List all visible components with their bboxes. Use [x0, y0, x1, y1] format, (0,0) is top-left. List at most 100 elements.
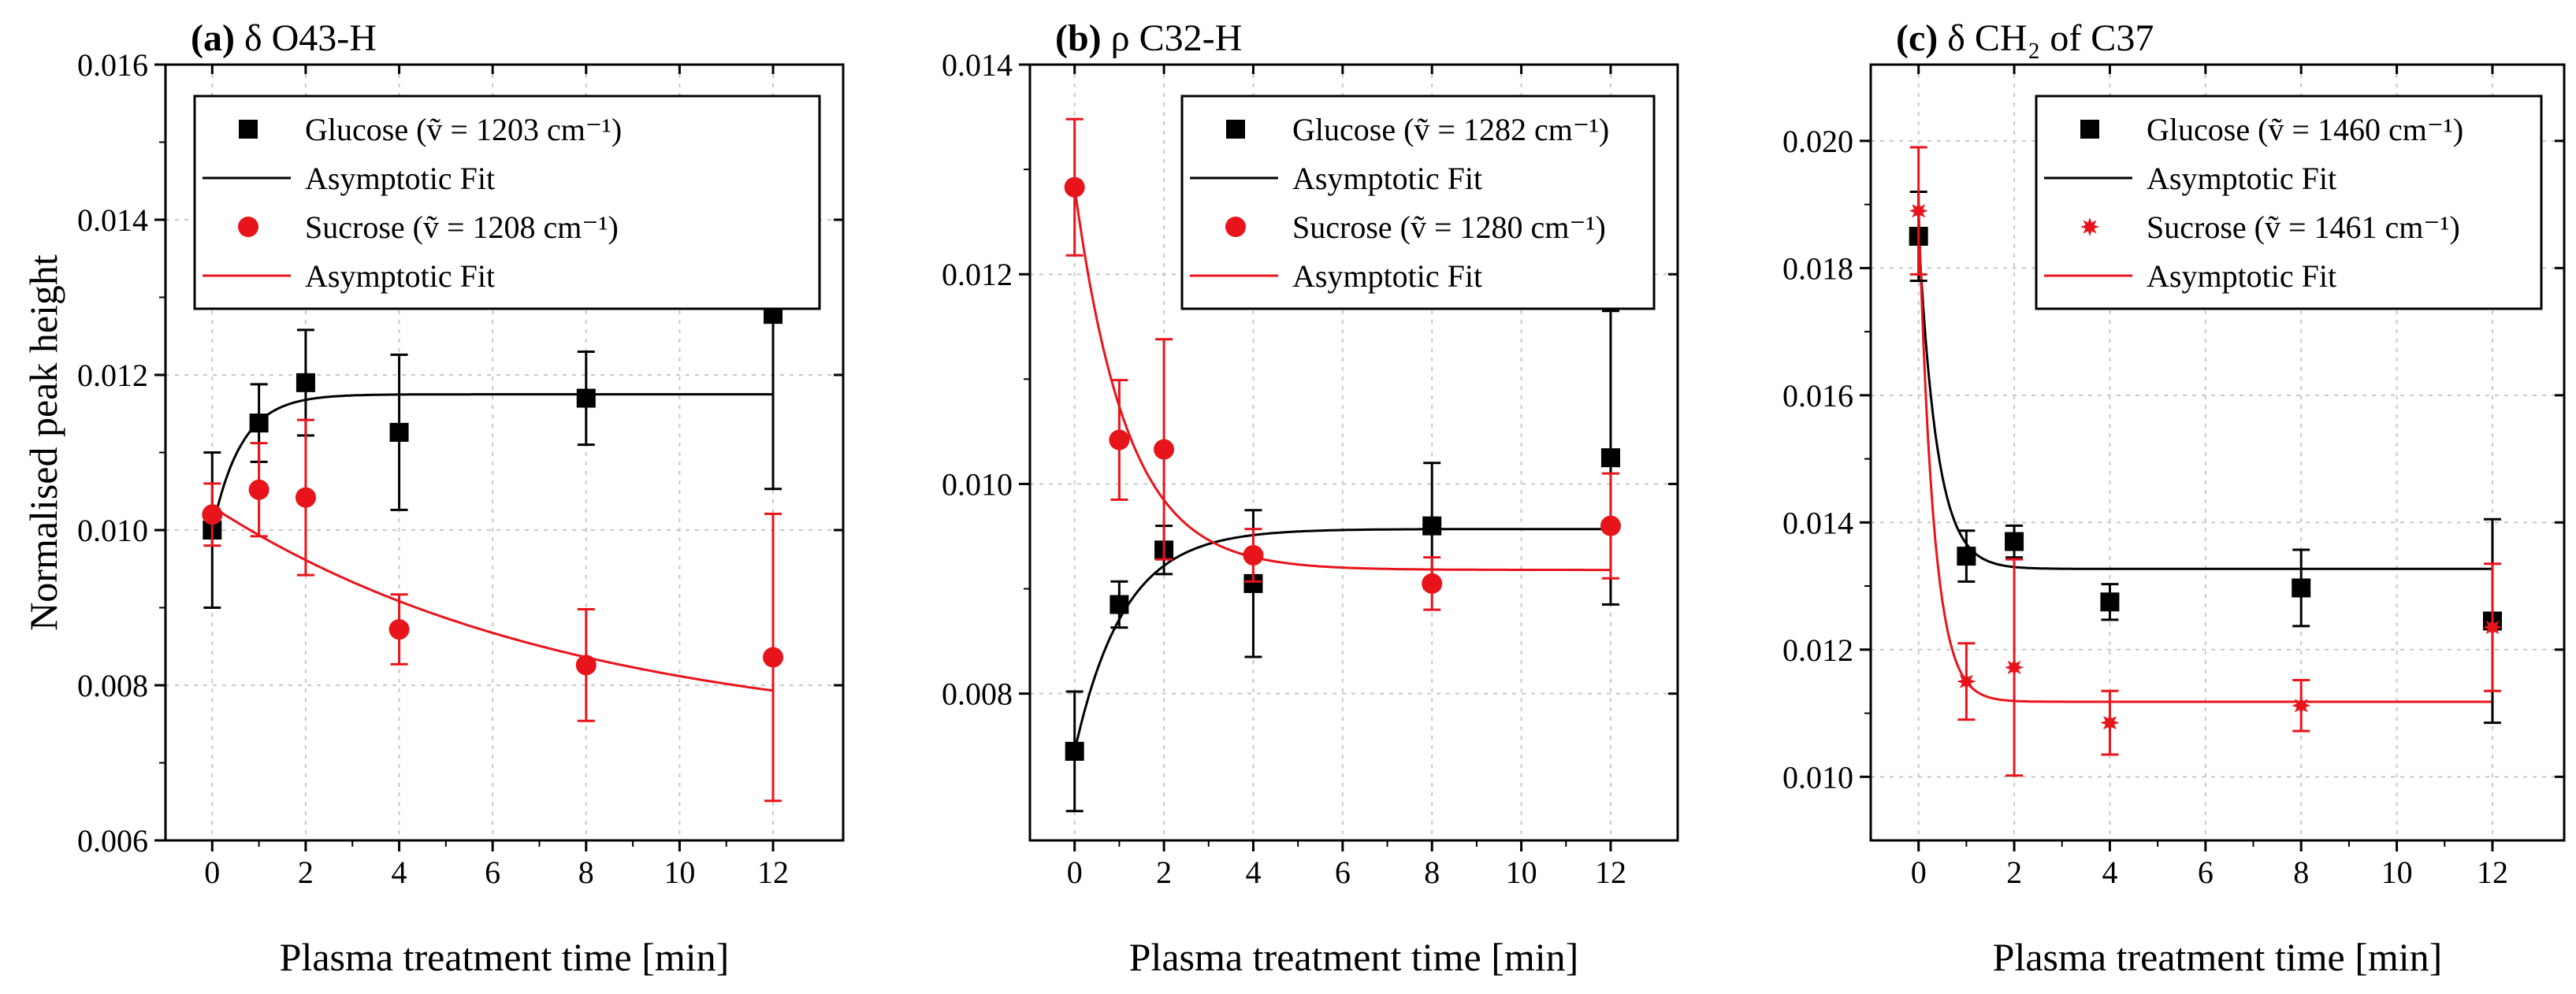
x-axis-title: Plasma treatment time [min]: [1993, 935, 2443, 979]
data-point: [2005, 532, 2024, 551]
legend-marker: [239, 120, 258, 139]
x-tick-label: 2: [2006, 855, 2022, 890]
legend-label: Glucose (ṽ = 1203 cm⁻¹): [305, 112, 622, 147]
x-tick-label: 12: [1595, 855, 1626, 890]
panel-letter: (c): [1896, 17, 1938, 59]
data-point: [575, 655, 597, 676]
legend-marker: [238, 217, 258, 237]
x-tick-label: 4: [1245, 855, 1261, 890]
data-point: [388, 619, 410, 640]
legend-label: Asymptotic Fit: [305, 258, 495, 294]
data-point: [1065, 741, 1084, 761]
legend-label: Asymptotic Fit: [305, 161, 495, 196]
panel-letter: (b): [1055, 17, 1102, 59]
data-point: [1957, 547, 1976, 566]
data-point: [1600, 448, 1620, 468]
data-point: [763, 647, 784, 668]
y-tick-label: 0.008: [942, 677, 1013, 712]
panel-title-space: [1938, 17, 1947, 59]
legend-label: Asymptotic Fit: [2147, 161, 2336, 196]
panel-c: 0 2 4 6 8 10 12 0.010 0.012 0.014 0.016 0.018 0.020 P…: [1782, 17, 2566, 979]
legend-marker: [1226, 120, 1245, 139]
x-tick-label: 10: [2381, 855, 2413, 890]
y-tick-label: 0.012: [942, 257, 1013, 292]
panel-title: (c) δ CH₂ of C37: [1896, 17, 2154, 59]
legend-marker: [2080, 120, 2099, 139]
x-tick-label: 2: [298, 855, 314, 890]
x-tick-label: 6: [1335, 855, 1351, 890]
data-point: [1422, 516, 1442, 536]
data-point: [1110, 595, 1129, 614]
legend-marker: [2080, 217, 2099, 236]
data-point: [202, 504, 223, 525]
legend-box: [2035, 95, 2543, 310]
legend-label: Asymptotic Fit: [1292, 258, 1482, 294]
panel-letter: (a): [191, 17, 235, 59]
legend-label: Glucose (ṽ = 1282 cm⁻¹): [1292, 112, 1609, 147]
data-point: [248, 479, 269, 500]
panel-title-text: ρ C32-H: [1111, 17, 1243, 59]
x-axis-title: Plasma treatment time [min]: [1129, 935, 1579, 979]
y-tick-label: 0.012: [77, 358, 148, 393]
legend-box: [1180, 95, 1656, 310]
legend-label: Glucose (ṽ = 1460 cm⁻¹): [2147, 112, 2463, 147]
y-axis-title: Normalised peak height: [21, 254, 65, 631]
legend-label: Asymptotic Fit: [2147, 258, 2336, 294]
y-tick-label: 0.018: [1782, 250, 1853, 286]
x-tick-label: 0: [204, 855, 220, 890]
data-point: [1909, 201, 1928, 221]
panel-title-space: [1102, 17, 1111, 59]
x-tick-label: 8: [2293, 855, 2309, 890]
y-tick-label: 0.016: [77, 47, 148, 83]
plot-frame: [1028, 63, 1679, 842]
y-tick-label: 0.014: [942, 47, 1013, 83]
panel-title-text: δ CH₂ of C37: [1947, 17, 2154, 59]
x-tick-label: 0: [1067, 855, 1083, 890]
x-tick-label: 6: [2198, 855, 2214, 890]
y-tick-label: 0.010: [1782, 759, 1853, 795]
panel-title-text: δ O43-H: [244, 17, 377, 59]
data-point: [1422, 573, 1443, 594]
y-tick-label: 0.014: [77, 202, 148, 238]
data-point: [389, 422, 409, 442]
plot-frame: [1869, 63, 2566, 842]
panel-title: (a) δ O43-H: [191, 17, 377, 59]
data-point: [296, 373, 315, 392]
x-tick-label: 10: [1506, 855, 1537, 890]
y-tick-label: 0.014: [1782, 505, 1853, 540]
y-tick-label: 0.006: [77, 823, 148, 859]
y-tick-label: 0.016: [1782, 378, 1853, 414]
data-point: [2100, 592, 2120, 612]
data-point: [249, 414, 269, 433]
data-point: [2483, 618, 2502, 637]
data-point: [2292, 578, 2311, 598]
x-tick-label: 12: [757, 855, 789, 890]
legend-marker: [1225, 217, 1246, 237]
data-point: [2292, 695, 2311, 715]
data-point: [576, 388, 596, 408]
data-point: [2100, 713, 2120, 733]
x-tick-label: 2: [1156, 855, 1172, 890]
x-tick-label: 4: [2102, 855, 2117, 890]
y-tick-label: 0.012: [1782, 632, 1853, 668]
x-tick-label: 8: [578, 855, 594, 890]
x-tick-label: 10: [664, 855, 695, 890]
data-point: [2005, 658, 2024, 677]
x-tick-label: 4: [392, 855, 407, 890]
panel-title-space: [235, 17, 244, 59]
legend-label: Asymptotic Fit: [1292, 161, 1482, 196]
y-tick-label: 0.010: [942, 466, 1013, 502]
y-tick-label: 0.020: [1782, 124, 1853, 159]
legend-label: Sucrose (ṽ = 1280 cm⁻¹): [1292, 210, 1606, 245]
data-point: [295, 487, 316, 508]
data-point: [1957, 672, 1976, 692]
y-tick-label: 0.010: [77, 513, 148, 548]
x-tick-label: 0: [1911, 855, 1927, 890]
data-point: [1109, 429, 1130, 451]
panel-a: 0 2 4 6 8 10 12 0.006 0.008 0.010 0.012 0.014 0.016 P…: [77, 17, 845, 979]
panel-b: 0 2 4 6 8 10 12 0.008 0.010 0.012 0.014 Plasma trea…: [942, 17, 1679, 979]
x-tick-label: 6: [485, 855, 500, 890]
data-point: [1243, 544, 1264, 566]
data-point: [1064, 176, 1085, 198]
y-tick-label: 0.008: [77, 668, 148, 703]
